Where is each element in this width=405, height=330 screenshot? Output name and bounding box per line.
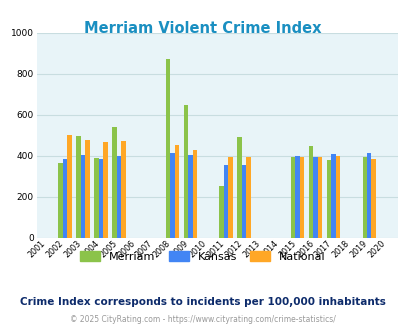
Bar bbox=[224, 165, 228, 238]
Bar bbox=[183, 105, 188, 238]
Text: Merriam Violent Crime Index: Merriam Violent Crime Index bbox=[84, 21, 321, 36]
Bar bbox=[116, 156, 121, 238]
Bar bbox=[103, 143, 107, 238]
Bar bbox=[192, 149, 196, 238]
Bar bbox=[366, 153, 371, 238]
Bar bbox=[219, 186, 224, 238]
Bar bbox=[228, 157, 232, 238]
Legend: Merriam, Kansas, National: Merriam, Kansas, National bbox=[75, 247, 330, 267]
Bar bbox=[63, 159, 67, 238]
Bar bbox=[112, 127, 116, 238]
Bar bbox=[362, 157, 366, 238]
Bar bbox=[85, 141, 90, 238]
Bar bbox=[76, 136, 81, 238]
Bar bbox=[58, 163, 63, 238]
Bar bbox=[317, 157, 322, 238]
Bar bbox=[335, 156, 339, 238]
Text: © 2025 CityRating.com - https://www.cityrating.com/crime-statistics/: © 2025 CityRating.com - https://www.city… bbox=[70, 315, 335, 324]
Bar bbox=[290, 157, 295, 238]
Bar bbox=[330, 154, 335, 238]
Bar bbox=[165, 59, 170, 238]
Bar bbox=[81, 155, 85, 238]
Bar bbox=[174, 145, 179, 238]
Text: Crime Index corresponds to incidents per 100,000 inhabitants: Crime Index corresponds to incidents per… bbox=[20, 297, 385, 307]
Bar bbox=[241, 165, 246, 238]
Bar bbox=[295, 156, 299, 238]
Bar bbox=[326, 160, 330, 238]
Bar bbox=[188, 155, 192, 238]
Bar bbox=[67, 135, 72, 238]
Bar bbox=[94, 158, 98, 238]
Bar bbox=[246, 157, 250, 238]
Bar bbox=[237, 137, 241, 238]
Bar bbox=[121, 142, 125, 238]
Bar bbox=[299, 157, 304, 238]
Bar bbox=[371, 159, 375, 238]
Bar bbox=[98, 159, 103, 238]
Bar bbox=[308, 146, 313, 238]
Bar bbox=[170, 153, 174, 238]
Bar bbox=[313, 157, 317, 238]
